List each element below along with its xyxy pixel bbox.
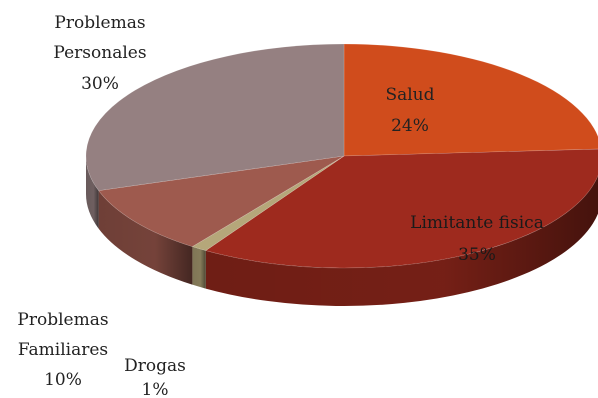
label-limitante-fisica: Limitante fisica 35% <box>410 213 544 265</box>
label-limitante-fisica-name: Limitante fisica <box>410 213 544 233</box>
label-problemas-familiares: Problemas Familiares 10% <box>17 310 108 390</box>
pie-slice-limitante-fisica <box>205 148 598 269</box>
label-salud: Salud 24% <box>385 85 434 136</box>
pie-side-problemas-personales-shade <box>86 156 99 229</box>
label-problemas-familiares-line1: Problemas <box>17 310 108 330</box>
label-problemas-personales: Problemas Personales 30% <box>53 13 146 94</box>
pie-slice-problemas-familiares <box>98 155 345 247</box>
label-salud-value: 24% <box>391 116 429 136</box>
label-problemas-personales-value: 30% <box>81 74 119 94</box>
label-limitante-fisica-value: 35% <box>458 245 496 265</box>
label-salud-name: Salud <box>385 85 434 105</box>
pie-side-limitante-fisica-shade <box>205 175 598 306</box>
label-problemas-familiares-value: 10% <box>44 370 82 390</box>
pie-slice-problemas-personales <box>85 43 345 191</box>
pie-slice-salud <box>343 43 598 157</box>
label-problemas-personales-line1: Problemas <box>54 13 145 33</box>
label-problemas-personales-line2: Personales <box>53 43 146 63</box>
pie-side-drogas-shade <box>192 246 206 289</box>
label-drogas-name: Drogas <box>124 356 186 376</box>
pie-slice-drogas <box>191 155 345 251</box>
pie-side-problemas-familiares-shade <box>98 190 193 285</box>
label-drogas: Drogas 1% <box>124 356 186 398</box>
label-drogas-value: 1% <box>142 380 169 398</box>
label-problemas-familiares-line2: Familiares <box>18 340 108 360</box>
